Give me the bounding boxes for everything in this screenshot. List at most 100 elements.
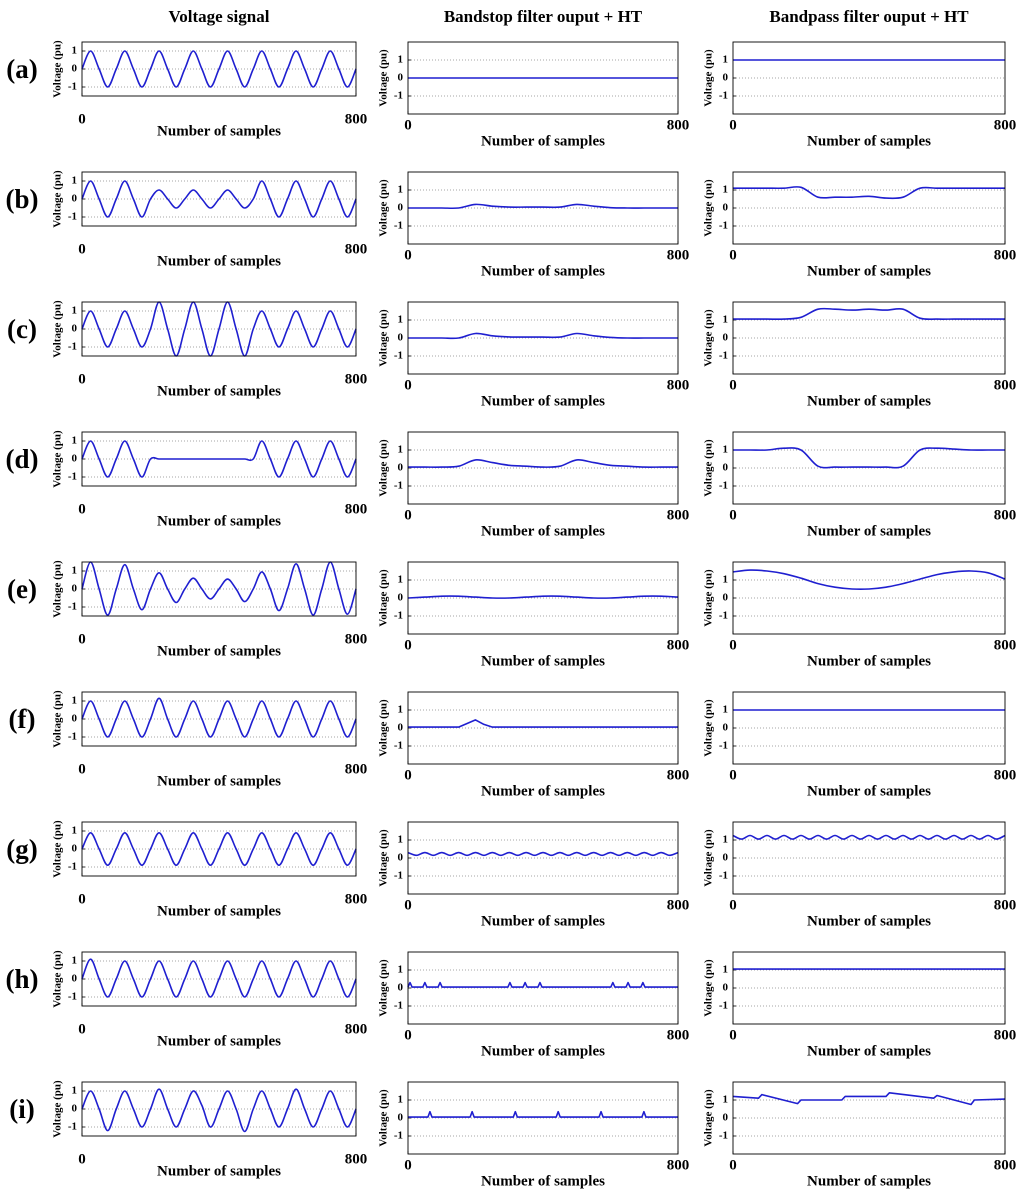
y-tick-label: -1 xyxy=(68,601,77,613)
x-axis-label: Number of samples xyxy=(481,133,605,149)
y-tick-label: -1 xyxy=(394,740,403,752)
plot-frame xyxy=(407,301,679,375)
x-tick-label: 800 xyxy=(667,637,690,653)
y-tick-label: 0 xyxy=(72,973,78,985)
y-tick-label: -1 xyxy=(68,1121,77,1133)
y-tick-label: -1 xyxy=(68,471,77,483)
x-tick-label: 800 xyxy=(667,377,690,393)
y-tick-label: -1 xyxy=(394,220,403,232)
x-tick-label: 0 xyxy=(404,507,412,523)
y-axis-label: Voltage (pu) xyxy=(703,959,715,1017)
y-tick-label: 1 xyxy=(398,444,404,456)
plot-frame xyxy=(81,431,357,487)
y-tick-label: -1 xyxy=(719,740,728,752)
y-tick-label: -1 xyxy=(719,610,728,622)
signal-line xyxy=(407,595,679,599)
y-tick-label: -1 xyxy=(394,480,403,492)
y-tick-label: -1 xyxy=(719,1000,728,1012)
y-tick-label: 0 xyxy=(398,72,404,84)
x-tick-label: 800 xyxy=(345,891,368,907)
row-label: (c) xyxy=(7,314,37,344)
y-tick-label: -1 xyxy=(68,81,77,93)
x-axis-label: Number of samples xyxy=(157,773,281,789)
y-tick-label: 1 xyxy=(72,695,78,707)
y-tick-label: 0 xyxy=(723,982,729,994)
plot-frame xyxy=(407,1081,679,1155)
x-tick-label: 0 xyxy=(404,117,412,133)
signal-line xyxy=(81,561,357,616)
x-tick-label: 0 xyxy=(78,761,86,777)
plot-frame xyxy=(732,41,1006,115)
plot-frame xyxy=(732,431,1006,505)
y-tick-label: 0 xyxy=(723,852,729,864)
subplot: -1 0 1 0 800 xyxy=(719,822,1016,913)
y-axis-label: Voltage (pu) xyxy=(703,829,715,887)
y-tick-label: -1 xyxy=(394,90,403,102)
signal-line xyxy=(81,832,357,866)
plot-frame xyxy=(81,1081,357,1137)
y-axis-label: Voltage (pu) xyxy=(52,40,64,98)
x-tick-label: 0 xyxy=(78,371,86,387)
row-label: (d) xyxy=(6,444,39,474)
y-axis-label: Voltage (pu) xyxy=(52,820,64,878)
subplot: -1 0 1 0 800 xyxy=(394,952,689,1043)
x-tick-label: 0 xyxy=(78,1021,86,1037)
plot-frame xyxy=(81,171,357,227)
signal-line xyxy=(81,697,357,738)
x-tick-label: 800 xyxy=(345,241,368,257)
signal-line xyxy=(408,719,678,728)
y-tick-label: 0 xyxy=(723,1112,729,1124)
y-tick-label: 0 xyxy=(72,63,78,75)
x-axis-label: Number of samples xyxy=(481,263,605,279)
x-tick-label: 800 xyxy=(345,631,368,647)
signal-line xyxy=(407,203,678,210)
y-tick-label: 1 xyxy=(72,175,78,187)
subplot: -1 0 1 0 800 xyxy=(394,822,689,913)
plot-frame xyxy=(732,1081,1006,1155)
signal-line xyxy=(81,440,357,478)
y-tick-label: 1 xyxy=(723,704,729,716)
y-tick-label: 1 xyxy=(72,435,78,447)
x-axis-label: Number of samples xyxy=(807,523,931,539)
signal-line xyxy=(408,459,678,468)
y-tick-label: -1 xyxy=(394,1130,403,1142)
plot-frame xyxy=(407,561,679,635)
x-tick-label: 800 xyxy=(667,117,690,133)
x-axis-label: Number of samples xyxy=(157,383,281,399)
y-axis-label: Voltage (pu) xyxy=(703,49,715,107)
x-tick-label: 800 xyxy=(667,767,690,783)
y-tick-label: 1 xyxy=(398,184,404,196)
x-axis-label: Number of samples xyxy=(807,133,931,149)
y-tick-label: 0 xyxy=(398,722,404,734)
x-tick-label: 800 xyxy=(667,1157,690,1173)
x-axis-label: Number of samples xyxy=(807,1043,931,1059)
row-label: (a) xyxy=(6,54,37,84)
plot-frame xyxy=(732,561,1006,635)
signal-line xyxy=(408,1110,678,1118)
y-tick-label: 0 xyxy=(398,1112,404,1124)
y-axis-label: Voltage (pu) xyxy=(52,1080,64,1138)
row-label: (g) xyxy=(6,834,37,864)
plot-frame xyxy=(81,691,357,747)
x-tick-label: 800 xyxy=(345,111,368,127)
y-tick-label: 0 xyxy=(72,713,78,725)
y-axis-label: Voltage (pu) xyxy=(378,569,390,627)
x-tick-label: 0 xyxy=(729,507,737,523)
y-tick-label: -1 xyxy=(719,1130,728,1142)
y-axis-label: Voltage (pu) xyxy=(52,690,64,748)
x-axis-label: Number of samples xyxy=(481,523,605,539)
subplot: -1 0 1 0 800 xyxy=(394,1082,689,1173)
signal-line xyxy=(81,1088,357,1133)
row-label: (b) xyxy=(6,184,39,214)
y-tick-label: 1 xyxy=(398,964,404,976)
x-tick-label: 0 xyxy=(404,247,412,263)
y-tick-label: -1 xyxy=(719,220,728,232)
y-axis-label: Voltage (pu) xyxy=(52,300,64,358)
column-title: Voltage signal xyxy=(169,7,270,26)
subplot: -1 0 1 0 800 xyxy=(719,562,1016,653)
y-tick-label: 0 xyxy=(398,332,404,344)
signal-line xyxy=(733,185,1005,200)
y-tick-label: 1 xyxy=(72,305,78,317)
y-tick-label: 0 xyxy=(723,722,729,734)
x-tick-label: 800 xyxy=(345,371,368,387)
